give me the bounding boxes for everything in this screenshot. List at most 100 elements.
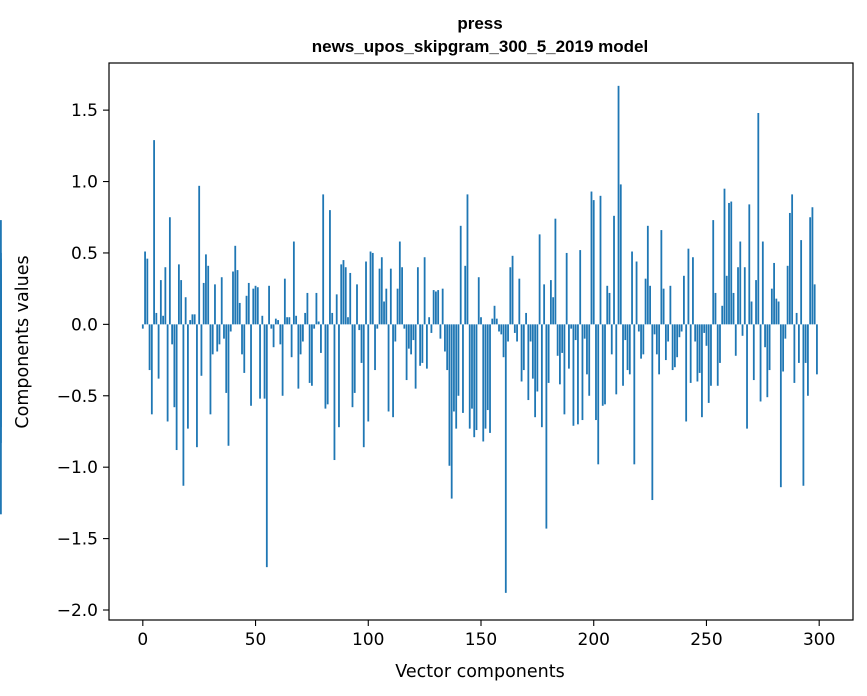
bar bbox=[746, 324, 748, 429]
y-axis-ticks: −2.0 −1.5 −1.0 −0.5 0.0 0.5 1.0 1.5 bbox=[57, 101, 109, 621]
bar bbox=[313, 324, 316, 329]
bar bbox=[538, 234, 541, 325]
bar bbox=[583, 324, 586, 339]
bar bbox=[689, 324, 692, 383]
bar bbox=[414, 324, 417, 389]
bar bbox=[238, 302, 241, 325]
bar bbox=[342, 260, 345, 325]
bar bbox=[387, 324, 390, 412]
bar bbox=[202, 282, 205, 325]
bar bbox=[175, 324, 178, 451]
bar bbox=[480, 317, 482, 325]
bar bbox=[292, 241, 295, 325]
bar bbox=[500, 324, 503, 335]
bar bbox=[728, 202, 730, 325]
bar bbox=[144, 251, 146, 325]
bar bbox=[191, 314, 194, 325]
bar bbox=[243, 324, 246, 373]
bar bbox=[800, 240, 803, 325]
x-tick-label: 300 bbox=[803, 630, 835, 650]
bar bbox=[290, 324, 293, 358]
bar bbox=[146, 258, 149, 325]
bar bbox=[525, 312, 527, 325]
bar bbox=[597, 324, 600, 465]
bar bbox=[637, 324, 640, 332]
bar bbox=[229, 324, 232, 332]
bar bbox=[187, 324, 189, 429]
bar bbox=[247, 282, 250, 325]
bar bbox=[419, 324, 422, 366]
bar bbox=[572, 324, 575, 426]
bar bbox=[559, 324, 561, 385]
bar bbox=[536, 324, 539, 392]
bar bbox=[311, 324, 313, 386]
bar bbox=[635, 261, 638, 325]
bar bbox=[768, 324, 771, 371]
bar bbox=[286, 317, 289, 325]
bar bbox=[786, 265, 789, 325]
bar bbox=[534, 324, 537, 418]
bar bbox=[570, 324, 573, 329]
bar bbox=[256, 287, 259, 325]
bar bbox=[389, 268, 392, 325]
bar bbox=[777, 301, 780, 325]
bar bbox=[416, 267, 419, 325]
bar bbox=[306, 292, 309, 325]
bar bbox=[344, 267, 347, 325]
bar bbox=[520, 324, 523, 382]
bar bbox=[730, 201, 733, 325]
bar bbox=[150, 324, 153, 415]
bar bbox=[529, 324, 532, 342]
bar bbox=[428, 317, 431, 325]
x-tick-label: 200 bbox=[578, 630, 610, 650]
bar bbox=[168, 217, 171, 325]
x-tick-label: 0 bbox=[137, 630, 148, 650]
bar bbox=[259, 324, 261, 399]
bar bbox=[750, 301, 753, 325]
bar bbox=[658, 324, 661, 375]
bar bbox=[198, 185, 201, 325]
bar bbox=[335, 294, 338, 325]
bar bbox=[784, 324, 787, 339]
bar bbox=[141, 324, 144, 329]
bar bbox=[455, 324, 458, 429]
bar bbox=[795, 312, 798, 325]
bar bbox=[371, 252, 374, 325]
bar bbox=[162, 315, 165, 325]
bar bbox=[196, 324, 198, 448]
bar bbox=[491, 318, 494, 325]
bar bbox=[441, 288, 444, 325]
bar bbox=[351, 324, 354, 408]
bar bbox=[531, 324, 534, 379]
bar bbox=[333, 324, 336, 461]
bar bbox=[448, 324, 451, 466]
bar bbox=[811, 207, 814, 325]
bar bbox=[200, 324, 203, 376]
bar bbox=[435, 291, 437, 325]
bar bbox=[486, 324, 489, 411]
bar bbox=[159, 280, 162, 325]
bar bbox=[601, 324, 604, 406]
bar bbox=[651, 324, 654, 501]
bar bbox=[667, 324, 670, 342]
bar bbox=[748, 204, 751, 325]
x-tick-label: 150 bbox=[465, 630, 497, 650]
bar bbox=[211, 324, 214, 355]
bar bbox=[504, 324, 507, 593]
bar bbox=[563, 324, 566, 415]
bar bbox=[568, 324, 570, 369]
bar bbox=[687, 248, 690, 325]
bar bbox=[502, 324, 505, 358]
bar bbox=[227, 324, 230, 446]
bar bbox=[633, 324, 636, 465]
bar bbox=[712, 220, 715, 325]
plot-frame bbox=[108, 62, 854, 621]
bar bbox=[205, 254, 207, 325]
bar bbox=[392, 324, 394, 418]
bar bbox=[0, 324, 2, 359]
bar bbox=[193, 314, 196, 325]
bar bbox=[367, 324, 370, 422]
x-axis-label: Vector components bbox=[395, 662, 564, 682]
bar bbox=[527, 324, 530, 401]
bar bbox=[166, 324, 169, 422]
